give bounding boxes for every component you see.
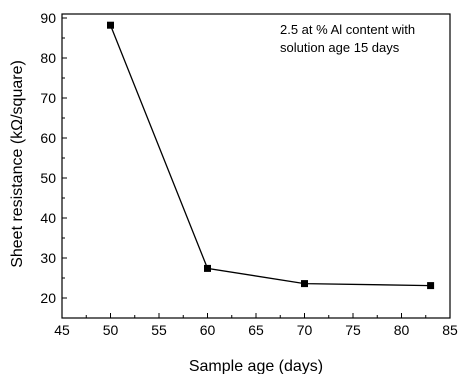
- annotation-line-1: 2.5 at % Al content with: [280, 22, 415, 37]
- series-line: [109, 24, 431, 287]
- x-tick-label: 65: [248, 322, 264, 338]
- y-tick-label: 60: [40, 130, 56, 146]
- y-tick-label: 70: [40, 90, 56, 106]
- y-tick-label: 30: [40, 250, 56, 266]
- data-point-marker: [107, 21, 114, 29]
- x-tick-label: 55: [151, 322, 167, 338]
- y-tick-label: 90: [40, 10, 56, 26]
- x-tick-label: 75: [345, 322, 361, 338]
- x-tick-label: 60: [200, 322, 216, 338]
- x-tick-label: 50: [103, 322, 119, 338]
- y-tick-label: 50: [40, 170, 56, 186]
- y-tick-label: 40: [40, 210, 56, 226]
- x-tick-label: 70: [297, 322, 313, 338]
- x-tick-label: 85: [442, 322, 458, 338]
- y-axis-title: Sheet resistance (kΩ/square): [9, 60, 26, 268]
- plot-area: [61, 13, 451, 319]
- x-tick-label: 45: [54, 322, 70, 338]
- plot-frame: [61, 13, 451, 319]
- data-point-marker: [427, 282, 435, 290]
- x-tick-label: 80: [394, 322, 410, 338]
- y-axis-ticks: 20 30 40 50 60 70 80 90: [40, 10, 67, 306]
- x-axis-title: Sample age (days): [189, 358, 323, 374]
- series-layer: [107, 21, 435, 290]
- y-tick-label: 20: [40, 290, 56, 306]
- annotation-line-2: solution age 15 days: [280, 40, 400, 55]
- x-axis-ticks: 45 50 55 60 65 70 75 80 85: [54, 313, 458, 338]
- data-point-marker: [204, 264, 211, 272]
- y-tick-label: 80: [40, 50, 56, 66]
- data-point-marker: [301, 280, 308, 288]
